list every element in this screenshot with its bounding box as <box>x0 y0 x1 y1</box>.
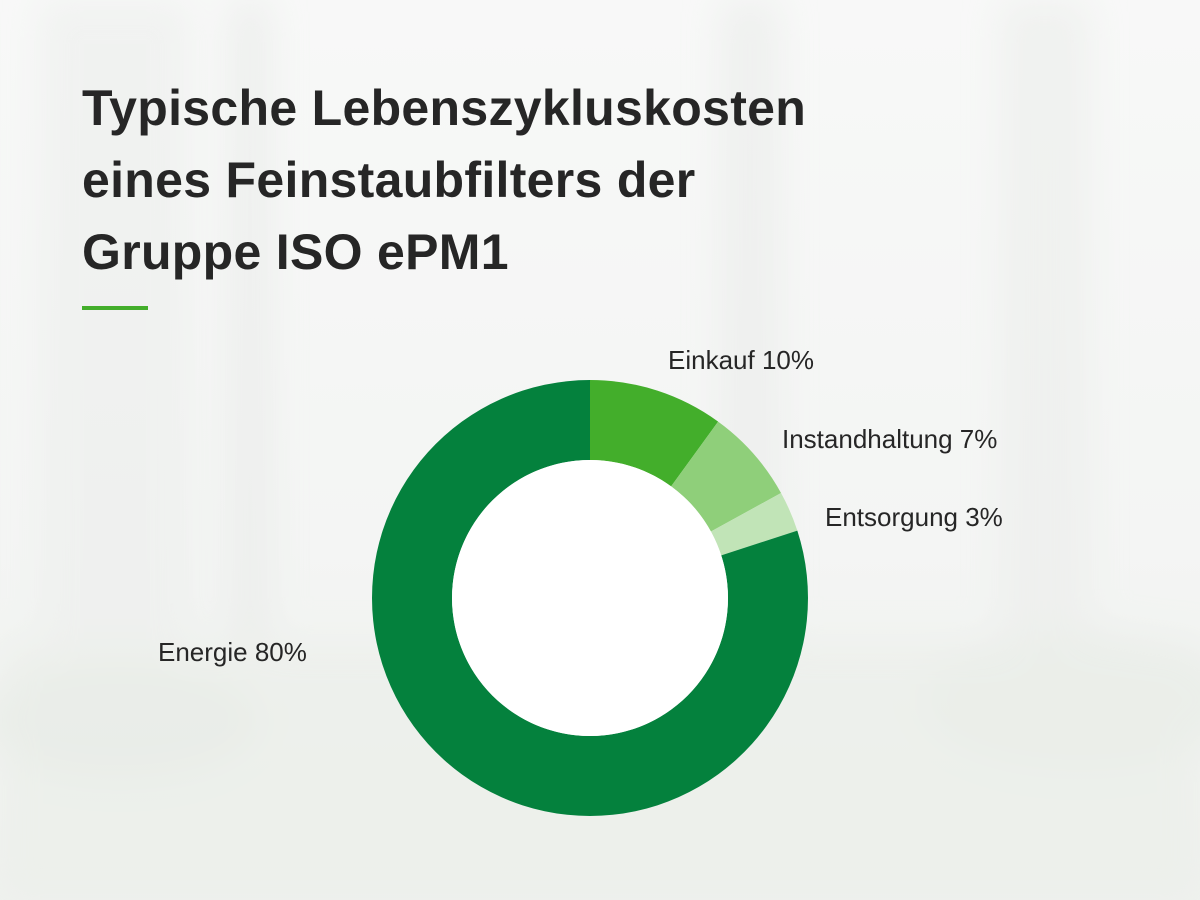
title-line-3: Gruppe ISO ePM1 <box>82 224 509 280</box>
slice-instandhaltung <box>671 421 782 532</box>
slice-energie <box>371 380 808 816</box>
page-title: Typische Lebenszykluskosten eines Feinst… <box>82 72 982 288</box>
slice-einkauf <box>590 380 719 487</box>
slice-entsorgung <box>710 492 798 556</box>
donut-slices <box>371 380 808 816</box>
title-line-1: Typische Lebenszykluskosten <box>82 80 807 136</box>
slice-label-instandhaltung: Instandhaltung 7% <box>782 424 997 454</box>
slice-label-energie: Energie 80% <box>158 637 307 667</box>
slice-label-einkauf: Einkauf 10% <box>668 345 814 375</box>
slice-label-entsorgung: Entsorgung 3% <box>825 502 1003 532</box>
title-accent-divider <box>82 306 148 310</box>
donut-hole <box>452 460 728 736</box>
donut-labels: Einkauf 10% Instandhaltung 7% Entsorgung… <box>158 345 1003 667</box>
title-line-2: eines Feinstaubfilters der <box>82 152 696 208</box>
